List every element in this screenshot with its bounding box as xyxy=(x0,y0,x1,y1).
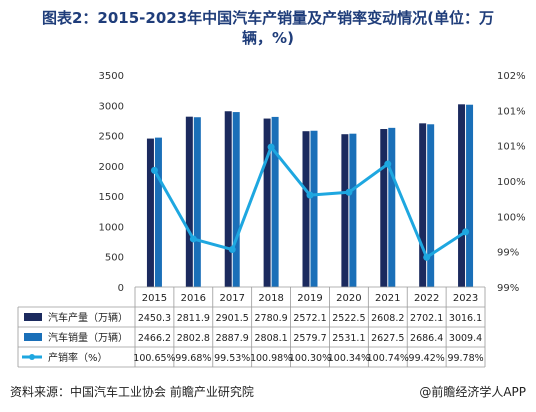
production-bar xyxy=(419,123,427,287)
legend-key-rate-dot xyxy=(29,354,35,360)
rate-line xyxy=(153,145,467,259)
sales-bar xyxy=(466,104,474,287)
left-tick-label: 2000 xyxy=(99,162,124,173)
category-label: 2020 xyxy=(336,293,361,304)
data-label: 100.34% xyxy=(328,353,370,364)
data-label: 99.78% xyxy=(447,353,483,364)
rate-point xyxy=(228,246,236,254)
production-bar xyxy=(302,131,310,287)
chart-title-line2: 辆，%) xyxy=(242,29,294,47)
right-tick-label: 101% xyxy=(497,142,526,153)
legend-key-production xyxy=(24,313,42,321)
chart-title: 图表2：2015-2023年中国汽车产销量及产销率变动情况(单位：万 辆，%) xyxy=(0,8,536,48)
data-label: 100.74% xyxy=(367,353,409,364)
data-label: 2450.3 xyxy=(138,313,171,324)
data-label: 3009.4 xyxy=(449,333,482,344)
rate-point xyxy=(423,253,431,261)
production-bar xyxy=(458,104,466,287)
production-bar xyxy=(224,111,232,287)
sales-bar xyxy=(193,117,201,287)
sales-bar xyxy=(349,133,357,287)
category-label: 2021 xyxy=(375,293,400,304)
sales-bar xyxy=(310,130,318,287)
production-bar xyxy=(380,129,388,287)
source-note: 资料来源：中国汽车工业协会 前瞻产业研究院 xyxy=(10,385,254,399)
data-label: 2780.9 xyxy=(254,313,287,324)
brand-mark: @前瞻经济学人APP xyxy=(419,385,526,399)
data-label: 2579.7 xyxy=(293,333,326,344)
data-label: 100.30% xyxy=(289,353,331,364)
category-label: 2017 xyxy=(219,293,244,304)
category-label: 2018 xyxy=(258,293,283,304)
left-tick-label: 0 xyxy=(118,283,124,294)
category-label: 2015 xyxy=(142,293,167,304)
rate-point xyxy=(150,166,158,174)
data-label: 2808.1 xyxy=(254,333,287,344)
data-label: 2702.1 xyxy=(410,313,443,324)
data-label: 2608.2 xyxy=(371,313,404,324)
data-label: 2887.9 xyxy=(216,333,249,344)
left-tick-label: 1500 xyxy=(99,192,124,203)
legend-label: 产销率（%） xyxy=(48,351,108,364)
right-tick-label: 100% xyxy=(497,212,526,223)
chart-title-line1: 图表2：2015-2023年中国汽车产销量及产销率变动情况(单位：万 xyxy=(41,9,495,27)
data-label: 2802.8 xyxy=(177,333,210,344)
data-label: 100.98% xyxy=(250,353,292,364)
left-tick-label: 3500 xyxy=(99,71,124,82)
production-bar xyxy=(146,138,154,287)
legend-key-sales xyxy=(24,333,42,341)
sales-bar xyxy=(154,137,162,287)
data-label: 2686.4 xyxy=(410,333,443,344)
data-label: 2531.1 xyxy=(332,333,365,344)
category-label: 2016 xyxy=(181,293,206,304)
data-label: 3016.1 xyxy=(449,313,482,324)
data-label: 2466.2 xyxy=(138,333,171,344)
data-label: 2572.1 xyxy=(293,313,326,324)
data-label: 99.68% xyxy=(175,353,211,364)
data-label: 100.65% xyxy=(133,353,175,364)
left-tick-label: 1000 xyxy=(99,222,124,233)
data-label: 2811.9 xyxy=(177,313,210,324)
category-label: 2019 xyxy=(297,293,322,304)
data-label: 2901.5 xyxy=(216,313,249,324)
right-tick-label: 99% xyxy=(497,248,519,259)
sales-bar xyxy=(427,124,435,287)
right-tick-label: 101% xyxy=(497,106,526,117)
rate-point xyxy=(189,235,197,243)
data-label: 99.53% xyxy=(214,353,250,364)
category-label: 2023 xyxy=(453,293,478,304)
rate-point xyxy=(384,160,392,168)
rate-point xyxy=(306,191,314,199)
left-tick-label: 3000 xyxy=(99,101,124,112)
data-label: 2627.5 xyxy=(371,333,404,344)
left-tick-label: 500 xyxy=(105,253,124,264)
sales-bar xyxy=(232,112,240,287)
production-bar xyxy=(263,118,271,287)
production-bar xyxy=(341,134,349,287)
production-bar xyxy=(185,116,193,287)
rate-point xyxy=(345,188,353,196)
data-label: 99.42% xyxy=(409,353,445,364)
left-tick-label: 2500 xyxy=(99,132,124,143)
footer: 资料来源：中国汽车工业协会 前瞻产业研究院 @前瞻经济学人APP xyxy=(10,383,526,401)
right-tick-label: 100% xyxy=(497,177,526,188)
right-tick-label: 102% xyxy=(497,71,526,82)
legend-label: 汽车产量（万辆） xyxy=(48,311,128,324)
rate-point xyxy=(267,143,275,151)
rate-point xyxy=(462,228,470,236)
sales-bar xyxy=(388,127,396,287)
legend-label: 汽车销量（万辆） xyxy=(48,331,128,344)
data-label: 2522.5 xyxy=(332,313,365,324)
right-tick-label: 99% xyxy=(497,283,519,294)
sales-bar xyxy=(271,116,279,288)
category-label: 2022 xyxy=(414,293,439,304)
